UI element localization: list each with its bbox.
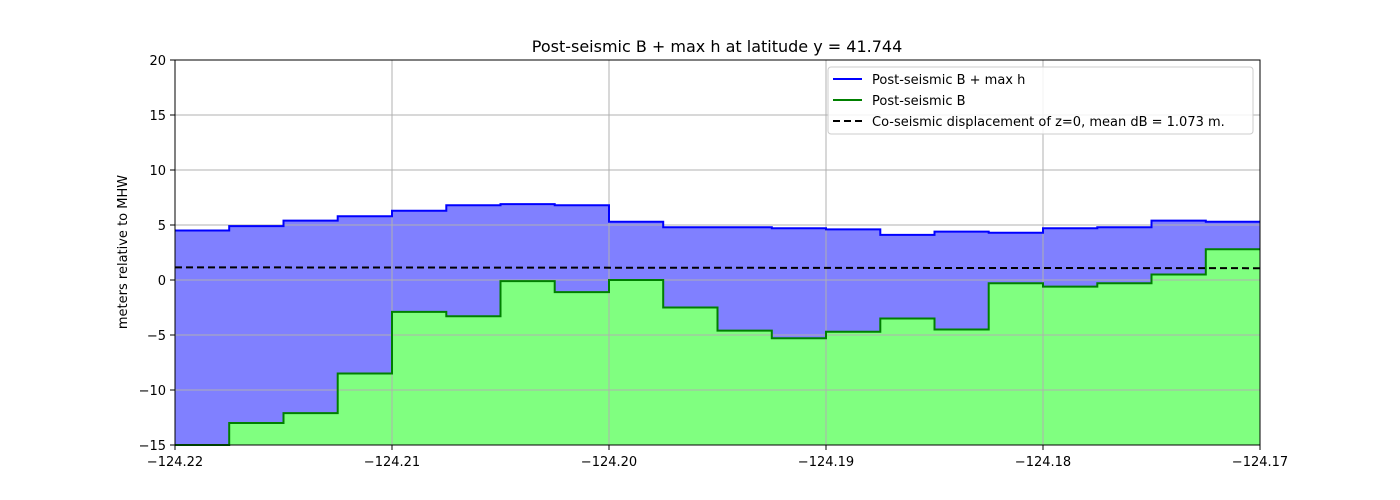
series-line-post-seismic-b [175, 248, 1260, 446]
plot-frame [174, 59, 1261, 446]
x-tick-label: −124.21 [364, 455, 420, 470]
y-tick-label: 5 [158, 219, 166, 234]
y-axis-ticks: −15 −10 −5 0 5 10 15 20 [139, 54, 175, 454]
y-tick-label: 0 [158, 274, 166, 289]
x-tick-label: −124.22 [147, 455, 203, 470]
series-lines [174, 203, 1261, 446]
y-tick-label: 20 [149, 54, 166, 69]
x-tick-label: −124.20 [581, 455, 637, 470]
series-line-post-seismic-b-max-h [175, 203, 1260, 236]
legend-label: Post-seismic B + max h [872, 73, 1025, 88]
legend: Post-seismic B + max h Post-seismic B Co-s… [827, 66, 1254, 135]
x-axis-ticks: −124.22 −124.21 −124.20 −124.19 −124.18 −124.… [147, 445, 1288, 470]
x-tick-label: −124.19 [798, 455, 854, 470]
y-tick-label: −15 [139, 439, 166, 454]
x-tick-label: −124.18 [1015, 455, 1071, 470]
y-tick-label: 10 [149, 164, 166, 179]
y-axis-label: meters relative to MHW [116, 175, 131, 329]
legend-label: Post-seismic B [872, 94, 966, 109]
series-line-co-seismic [174, 266, 1261, 270]
y-tick-label: −10 [139, 384, 166, 399]
y-tick-label: 15 [149, 109, 166, 124]
chart-title: Post-seismic B + max h at latitude y = 4… [532, 37, 903, 56]
legend-label: Co-seismic displacement of z=0, mean dB … [872, 115, 1225, 130]
legend-box [827, 66, 1254, 135]
y-tick-label: −5 [147, 329, 166, 344]
x-tick-label: −124.17 [1232, 455, 1288, 470]
